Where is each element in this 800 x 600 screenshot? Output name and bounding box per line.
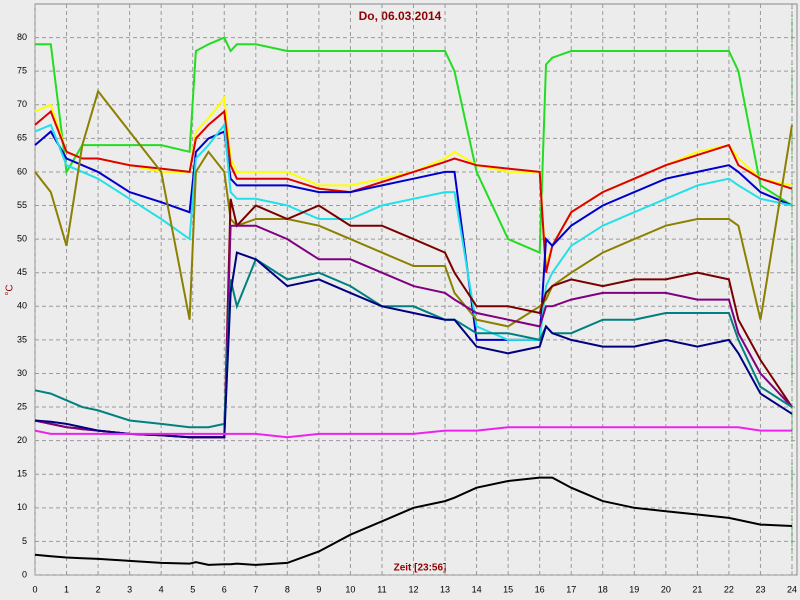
y-tick-label: 15 xyxy=(17,469,27,479)
series-line xyxy=(34,109,793,273)
x-tick-label: 8 xyxy=(285,584,290,594)
x-tick-label: 0 xyxy=(32,584,37,594)
x-tick-label: 17 xyxy=(566,584,576,594)
y-tick-label: 10 xyxy=(17,502,27,512)
y-tick-label: 30 xyxy=(17,368,27,378)
y-tick-label: 65 xyxy=(17,133,27,143)
x-tick-label: 13 xyxy=(440,584,450,594)
x-tick-label: 3 xyxy=(127,584,132,594)
y-tick-label: 70 xyxy=(17,99,27,109)
x-tick-label: 4 xyxy=(159,584,164,594)
x-tick-label: 5 xyxy=(190,584,195,594)
y-tick-label: 80 xyxy=(17,32,27,42)
x-tick-label: 23 xyxy=(755,584,765,594)
y-tick-label: 40 xyxy=(17,301,27,311)
x-tick-label: 11 xyxy=(377,584,386,594)
y-tick-label: 0 xyxy=(22,569,27,579)
series-line xyxy=(34,476,793,566)
series-line xyxy=(34,122,793,341)
y-tick-label: 25 xyxy=(17,401,27,411)
x-tick-label: 1 xyxy=(64,584,69,594)
x-tick-label: 21 xyxy=(692,584,702,594)
x-tick-label: 10 xyxy=(345,584,355,594)
y-tick-label: 45 xyxy=(17,267,27,277)
x-tick-label: 6 xyxy=(222,584,227,594)
x-tick-label: 15 xyxy=(503,584,513,594)
x-tick-label: 20 xyxy=(661,584,671,594)
series-line xyxy=(35,36,793,255)
x-tick-label: 7 xyxy=(253,584,258,594)
y-tick-label: 35 xyxy=(17,334,27,344)
y-axis-label: °C xyxy=(5,284,16,295)
series-line xyxy=(34,130,793,341)
x-tick-label: 9 xyxy=(316,584,321,594)
x-tick-label: 16 xyxy=(535,584,545,594)
series-line xyxy=(34,89,793,328)
chart-title: Do, 06.03.2014 xyxy=(359,9,442,23)
x-tick-label: 22 xyxy=(724,584,734,594)
series-line xyxy=(34,426,792,439)
y-tick-label: 50 xyxy=(17,233,27,243)
x-axis-label: Zeit [23:56] xyxy=(394,563,447,574)
y-tick-label: 55 xyxy=(17,200,27,210)
x-tick-label: 18 xyxy=(598,584,608,594)
x-tick-label: 19 xyxy=(629,584,639,594)
y-tick-label: 60 xyxy=(17,166,27,176)
plot-area xyxy=(34,3,798,576)
y-tick-label: 20 xyxy=(17,435,27,445)
x-tick-label: 24 xyxy=(787,584,797,594)
x-tick-label: 14 xyxy=(472,584,482,594)
x-tick-label: 12 xyxy=(408,584,418,594)
y-tick-label: 75 xyxy=(17,66,27,76)
x-tick-label: 2 xyxy=(96,584,101,594)
y-tick-label: 5 xyxy=(22,536,27,546)
